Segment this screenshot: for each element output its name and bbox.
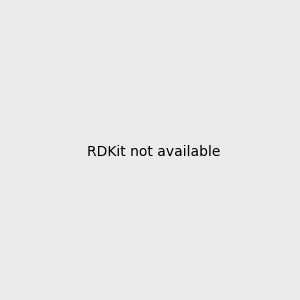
Text: RDKit not available: RDKit not available [87,145,220,158]
